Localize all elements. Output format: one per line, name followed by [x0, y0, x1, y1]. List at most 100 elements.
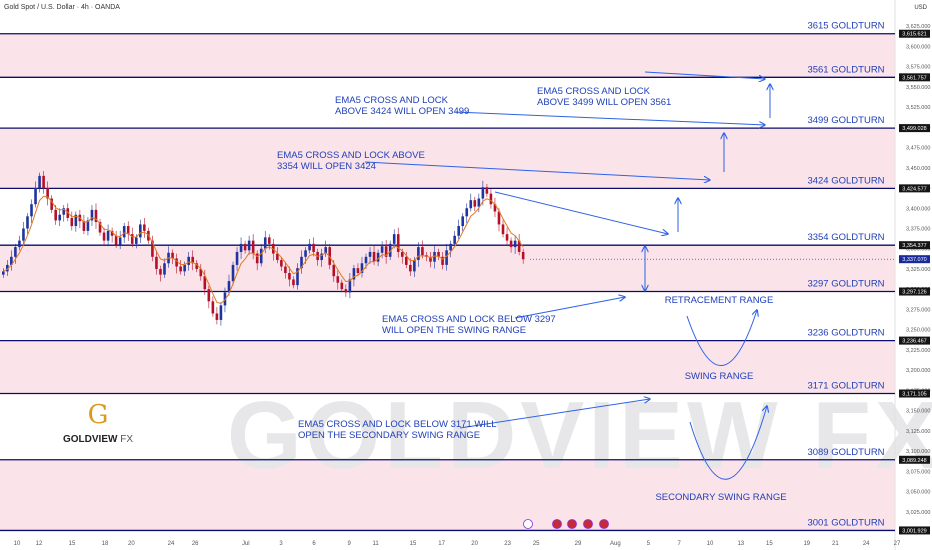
price-tag-label: 3,236.467 — [902, 339, 926, 345]
time-tick-label: 11 — [372, 541, 379, 547]
annotation-text: EMA5 CROSS AND LOCK — [335, 95, 449, 106]
candle-body — [276, 253, 279, 261]
annotation-arrow — [494, 191, 668, 234]
time-tick-label: 3 — [279, 541, 283, 547]
candle-body — [211, 301, 215, 314]
price-tag-label: 3,001.929 — [902, 528, 926, 534]
candle-body — [296, 268, 299, 286]
candle-body — [400, 251, 404, 257]
candle-body — [521, 251, 525, 260]
price-tag-label: 3,089.248 — [902, 458, 926, 464]
annotation-text: EMA5 CROSS AND LOCK BELOW 3171 WILL — [298, 419, 497, 430]
candle-body — [328, 247, 332, 265]
annotation-text: SWING RANGE — [685, 371, 754, 382]
time-tick-label: 26 — [192, 541, 199, 547]
price-tag — [899, 29, 930, 38]
candle-body — [308, 243, 311, 251]
candle-body — [481, 187, 485, 199]
price-tag — [899, 124, 930, 133]
time-tick-label: 24 — [863, 541, 870, 547]
symbol-title: Gold Spot / U.S. Dollar · 4h · OANDA — [4, 4, 120, 11]
price-tick-label: 3,350.000 — [906, 247, 930, 253]
candle-body — [461, 216, 465, 227]
time-tick-label: 10 — [707, 541, 714, 547]
annotation-arrow — [514, 297, 625, 319]
level-label: 3499 GOLDTURN — [807, 115, 884, 126]
level-label: 3615 GOLDTURN — [807, 21, 884, 32]
candle-body — [231, 264, 235, 282]
candle-body — [151, 240, 154, 257]
time-tick-label: 5 — [647, 541, 651, 547]
brand-logo: G GOLDVIEW FX — [58, 402, 138, 445]
candle-body — [352, 268, 356, 280]
candle-body — [380, 246, 384, 253]
candle-body — [175, 258, 178, 267]
price-tag-label: 3,171.105 — [902, 392, 926, 398]
candle-body — [22, 228, 25, 241]
candle-body — [312, 243, 315, 252]
event-flag-icon — [552, 519, 562, 529]
time-tick-label: Jul — [242, 541, 250, 547]
candle-body — [58, 214, 62, 221]
candle-body — [255, 253, 259, 264]
price-tick-label: 3,025.000 — [906, 510, 930, 516]
candle-body — [183, 264, 186, 272]
candle-body — [457, 226, 460, 236]
candle-body — [304, 250, 307, 257]
candle-body — [62, 208, 66, 215]
candle-body — [441, 256, 444, 265]
price-tick-label: 3,225.000 — [906, 348, 930, 354]
price-tick-label: 3,550.000 — [906, 85, 930, 91]
candle-body — [332, 264, 336, 277]
candle-body — [376, 252, 380, 262]
time-tick-label: 20 — [471, 541, 478, 547]
candle-body — [30, 204, 33, 217]
candle-body — [288, 273, 291, 280]
candle-body — [191, 256, 195, 264]
candle-body — [14, 247, 17, 257]
candle-body — [409, 264, 412, 272]
candle-body — [203, 276, 207, 290]
candle-body — [42, 175, 45, 189]
candle-body — [259, 248, 263, 264]
candle-body — [159, 268, 162, 275]
price-tick-label: 3,250.000 — [906, 328, 930, 334]
time-tick-label: 25 — [533, 541, 540, 547]
candle-body — [320, 253, 323, 261]
candle-body — [143, 224, 146, 231]
annotation-text: EMA5 CROSS AND LOCK ABOVE — [277, 150, 425, 161]
level-label: 3297 GOLDTURN — [807, 279, 884, 290]
time-tick-label: 20 — [128, 541, 135, 547]
annotation-text: ABOVE 3424 WILL OPEN 3499 — [335, 106, 469, 117]
price-tick-label: 3,200.000 — [906, 368, 930, 374]
candle-body — [360, 263, 364, 273]
annotation-text: WILL OPEN THE SWING RANGE — [382, 325, 526, 336]
zone-band — [0, 128, 895, 189]
candle-body — [449, 243, 452, 251]
candle-body — [396, 234, 400, 252]
candle-body — [26, 216, 29, 229]
level-label: 3424 GOLDTURN — [807, 175, 884, 186]
candle-body — [215, 313, 219, 320]
candle-body — [505, 234, 509, 241]
price-tag — [899, 184, 930, 193]
candle-body — [517, 240, 521, 252]
annotation-text: EMA5 CROSS AND LOCK — [537, 86, 651, 97]
candle-body — [280, 260, 283, 267]
time-tick-label: 27 — [894, 541, 901, 547]
logo-text: GOLDVIEW FX — [58, 434, 138, 445]
candle-body — [267, 237, 271, 244]
candle-body — [179, 266, 182, 272]
candle-body — [324, 247, 327, 254]
candle-body — [292, 279, 295, 286]
candle-body — [134, 237, 138, 244]
candle-body — [130, 234, 134, 244]
candle-body — [86, 220, 90, 231]
candle-body — [413, 260, 416, 272]
time-tick-label: 13 — [737, 541, 744, 547]
time-tick-label: 23 — [504, 541, 511, 547]
candle-body — [118, 237, 122, 245]
candle-body — [489, 193, 493, 205]
candle-body — [102, 232, 106, 241]
